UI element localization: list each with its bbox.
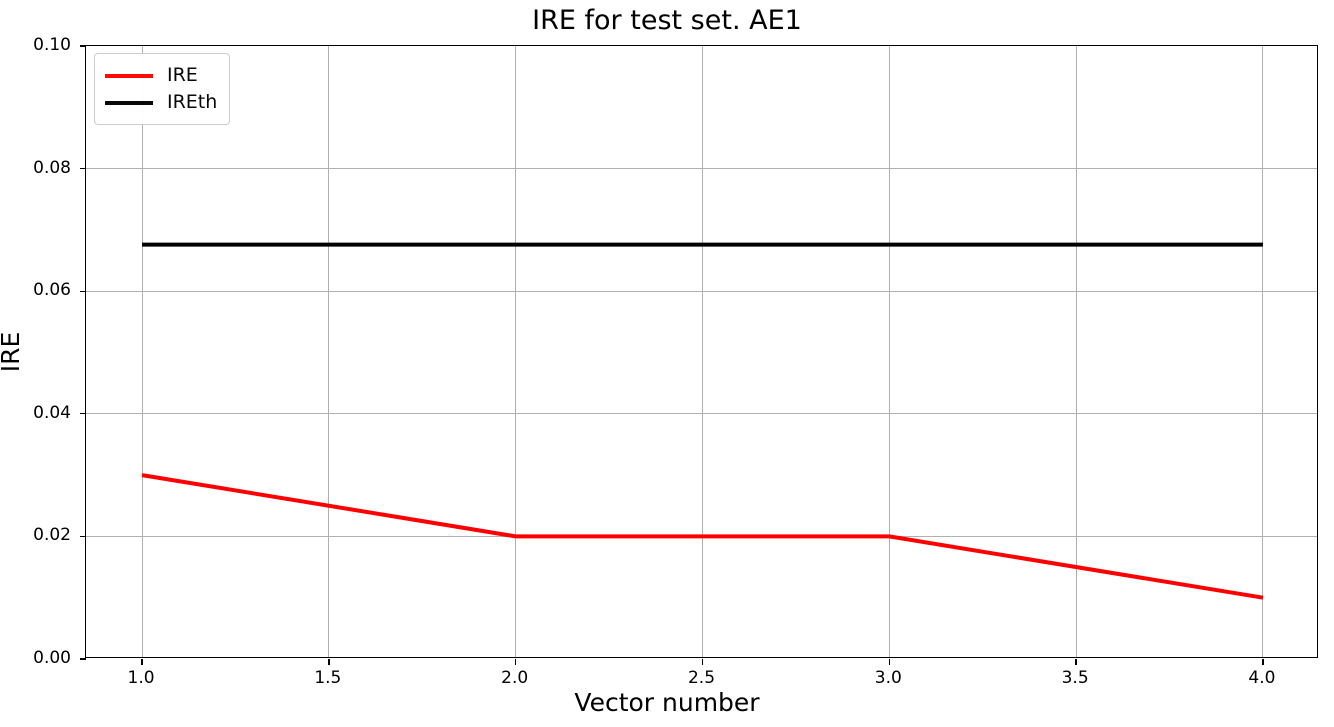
y-tick-label: 0.02: [33, 525, 71, 546]
gridline-vertical: [888, 46, 890, 657]
y-axis-label: IRE: [0, 331, 25, 373]
x-tick-label: 3.0: [874, 668, 902, 688]
x-tick-mark: [701, 659, 704, 665]
x-tick-mark: [328, 659, 330, 665]
gridline-horizontal: [86, 413, 1317, 415]
x-tick-mark: [141, 659, 143, 665]
gridline-vertical: [515, 46, 517, 657]
y-tick-mark: [80, 413, 86, 415]
y-tick-mark: [80, 290, 86, 292]
gridline-vertical: [702, 46, 703, 657]
chart-title: IRE for test set. AE1: [532, 5, 802, 36]
x-tick-mark: [1262, 659, 1264, 665]
y-tick-mark: [80, 167, 86, 170]
gridline-vertical: [328, 46, 330, 657]
gridline-horizontal: [86, 168, 1317, 170]
legend-swatch-icon: [105, 73, 153, 78]
x-tick-label: 2.0: [501, 668, 529, 688]
x-tick-mark: [1075, 659, 1077, 665]
legend-label: IRE: [167, 64, 198, 86]
x-tick-mark: [888, 659, 890, 665]
x-tick-mark: [515, 659, 517, 665]
y-tick-label: 0.04: [33, 402, 71, 423]
gridline-horizontal: [86, 290, 1317, 292]
legend-item[interactable]: IRE: [105, 62, 217, 89]
plot-area: IRE IREth: [80, 45, 1318, 665]
x-tick-label: 2.5: [687, 668, 716, 688]
gridline-vertical: [1075, 46, 1077, 657]
x-tick-label: 1.0: [127, 668, 155, 688]
y-tick-mark: [80, 45, 86, 47]
legend-label: IREth: [167, 91, 218, 113]
y-tick-mark: [80, 658, 86, 660]
y-tick-label: 0.10: [33, 35, 71, 55]
series-line-ire: [141, 473, 1264, 600]
legend-item[interactable]: IREth: [105, 89, 217, 116]
x-tick-label: 3.5: [1061, 668, 1089, 688]
y-tick-label: 0.06: [33, 280, 71, 301]
gridline-vertical: [141, 46, 143, 657]
y-tick-mark: [80, 535, 86, 538]
y-tick-label: 0.00: [33, 648, 71, 668]
y-tick-label: 0.08: [33, 157, 71, 178]
data-lines: [141, 242, 1264, 600]
gridline-vertical: [1262, 46, 1264, 657]
x-tick-label: 1.5: [314, 668, 342, 688]
x-axis-label: Vector number: [574, 688, 760, 717]
x-tick-label: 4.0: [1248, 668, 1276, 688]
legend: IRE IREth: [94, 53, 231, 125]
legend-swatch-icon: [105, 100, 153, 105]
